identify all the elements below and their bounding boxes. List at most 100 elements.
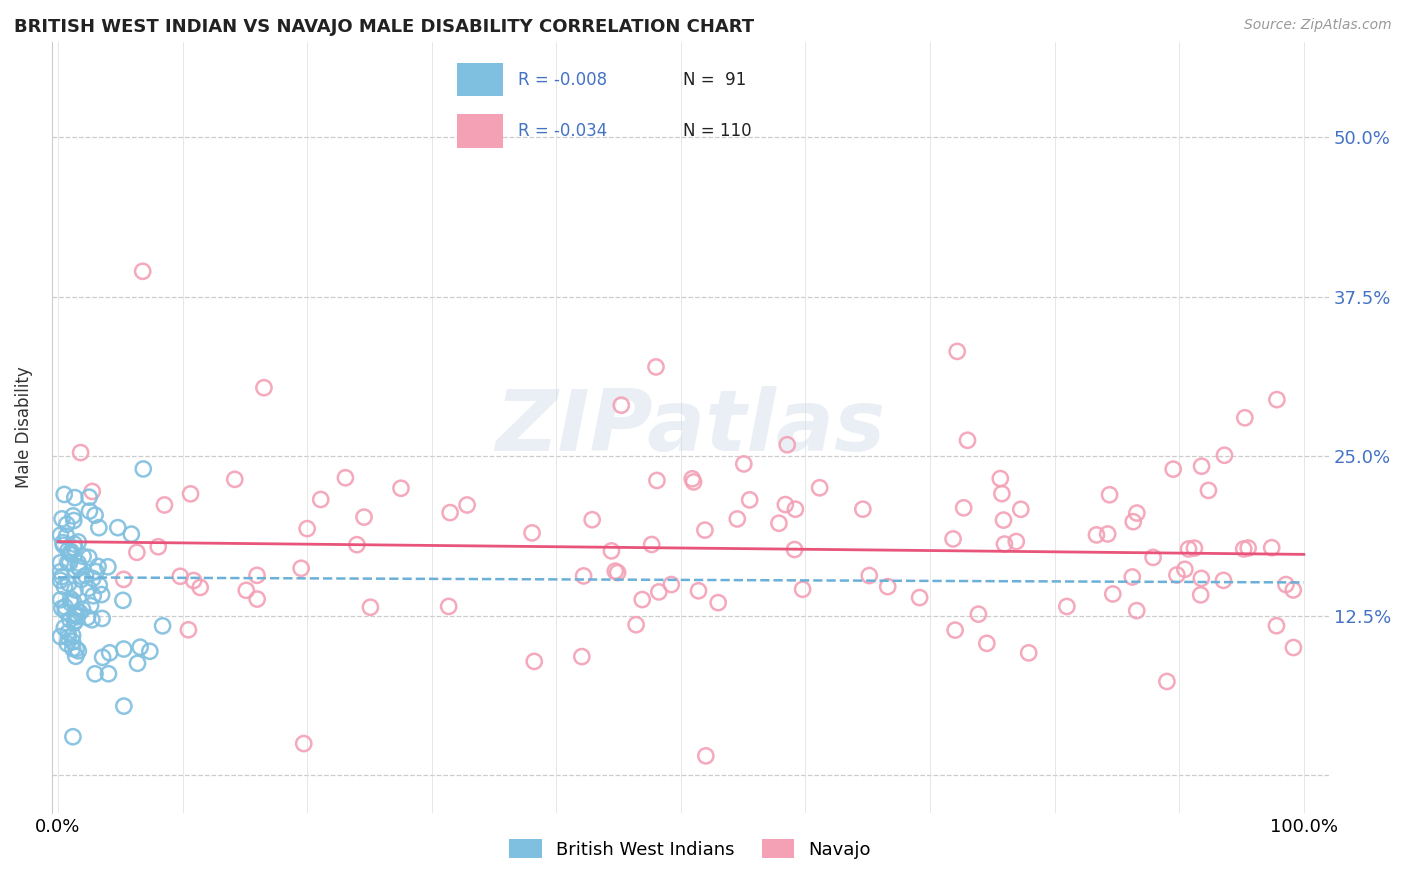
Point bbox=[82, 589, 104, 603]
Point bbox=[693, 523, 716, 537]
Point bbox=[246, 592, 269, 607]
Point bbox=[439, 506, 461, 520]
Point bbox=[97, 559, 120, 574]
Point bbox=[946, 344, 969, 359]
Point bbox=[1085, 528, 1108, 542]
Point bbox=[56, 543, 79, 558]
Point bbox=[63, 607, 86, 621]
Point bbox=[65, 614, 87, 628]
Point bbox=[876, 580, 898, 594]
Point bbox=[707, 596, 730, 610]
Text: ZIPatlas: ZIPatlas bbox=[495, 386, 886, 469]
Point bbox=[53, 599, 76, 614]
Point bbox=[77, 550, 100, 565]
Point bbox=[63, 537, 86, 551]
Point bbox=[49, 565, 72, 579]
Point bbox=[49, 528, 72, 542]
Point bbox=[1005, 534, 1028, 549]
Point bbox=[58, 631, 80, 645]
Point bbox=[49, 574, 72, 588]
Point bbox=[67, 644, 90, 658]
Point bbox=[84, 666, 107, 681]
Point bbox=[82, 484, 104, 499]
Point bbox=[56, 625, 79, 640]
Point bbox=[58, 576, 80, 591]
Point bbox=[808, 481, 831, 495]
Point bbox=[1237, 541, 1260, 555]
Point bbox=[80, 613, 103, 627]
Point bbox=[1260, 541, 1282, 555]
Point bbox=[1189, 588, 1212, 602]
Point bbox=[1161, 462, 1184, 476]
Point bbox=[292, 737, 315, 751]
Point bbox=[62, 514, 84, 528]
Point bbox=[942, 532, 965, 546]
Text: Source: ZipAtlas.com: Source: ZipAtlas.com bbox=[1244, 18, 1392, 32]
Point bbox=[943, 623, 966, 637]
Point bbox=[852, 502, 875, 516]
Point bbox=[768, 516, 790, 531]
Point bbox=[456, 498, 478, 512]
Point bbox=[112, 699, 135, 714]
Point bbox=[956, 434, 979, 448]
Point bbox=[253, 381, 276, 395]
Point bbox=[65, 608, 87, 623]
Point bbox=[49, 630, 72, 644]
Point bbox=[389, 481, 412, 495]
Point bbox=[63, 541, 86, 556]
Point bbox=[335, 471, 357, 485]
Point bbox=[783, 542, 806, 557]
Point bbox=[346, 538, 368, 552]
Point bbox=[59, 591, 82, 606]
Point bbox=[952, 500, 974, 515]
Point bbox=[738, 492, 761, 507]
Point bbox=[53, 487, 76, 501]
Point bbox=[988, 472, 1011, 486]
Point bbox=[1233, 541, 1256, 556]
Point bbox=[976, 636, 998, 650]
Point bbox=[1197, 483, 1219, 498]
Point bbox=[53, 604, 76, 618]
Point bbox=[90, 588, 112, 602]
Point bbox=[610, 398, 633, 412]
Point bbox=[67, 535, 90, 549]
Point bbox=[605, 564, 627, 578]
Legend: British West Indians, Navajo: British West Indians, Navajo bbox=[502, 832, 879, 866]
Point bbox=[1189, 571, 1212, 585]
Point bbox=[725, 512, 748, 526]
Point bbox=[77, 582, 100, 596]
Point bbox=[67, 559, 90, 574]
Point bbox=[776, 438, 799, 452]
Point bbox=[65, 608, 87, 623]
Point bbox=[97, 666, 120, 681]
Point bbox=[129, 640, 152, 655]
Point bbox=[87, 521, 110, 535]
Point bbox=[1184, 541, 1206, 556]
Point bbox=[235, 583, 257, 598]
Point bbox=[624, 617, 647, 632]
Point bbox=[49, 592, 72, 607]
Point bbox=[125, 545, 148, 559]
Point bbox=[112, 642, 135, 657]
Point bbox=[63, 582, 86, 597]
Point bbox=[72, 602, 94, 616]
Point bbox=[79, 504, 101, 518]
Point bbox=[1156, 674, 1178, 689]
Point bbox=[111, 593, 134, 607]
Point bbox=[1213, 448, 1236, 462]
Point bbox=[65, 649, 87, 664]
Point bbox=[188, 581, 211, 595]
Point bbox=[523, 654, 546, 668]
Point bbox=[75, 568, 97, 582]
Point bbox=[84, 565, 107, 579]
Point bbox=[1142, 550, 1164, 565]
Point bbox=[1265, 619, 1288, 633]
Point bbox=[62, 641, 84, 656]
Point bbox=[792, 582, 814, 597]
Point bbox=[1174, 562, 1197, 576]
Point bbox=[66, 607, 89, 622]
Point bbox=[1097, 527, 1119, 541]
Point bbox=[1166, 568, 1188, 582]
Y-axis label: Male Disability: Male Disability bbox=[15, 367, 32, 489]
Point bbox=[858, 568, 880, 582]
